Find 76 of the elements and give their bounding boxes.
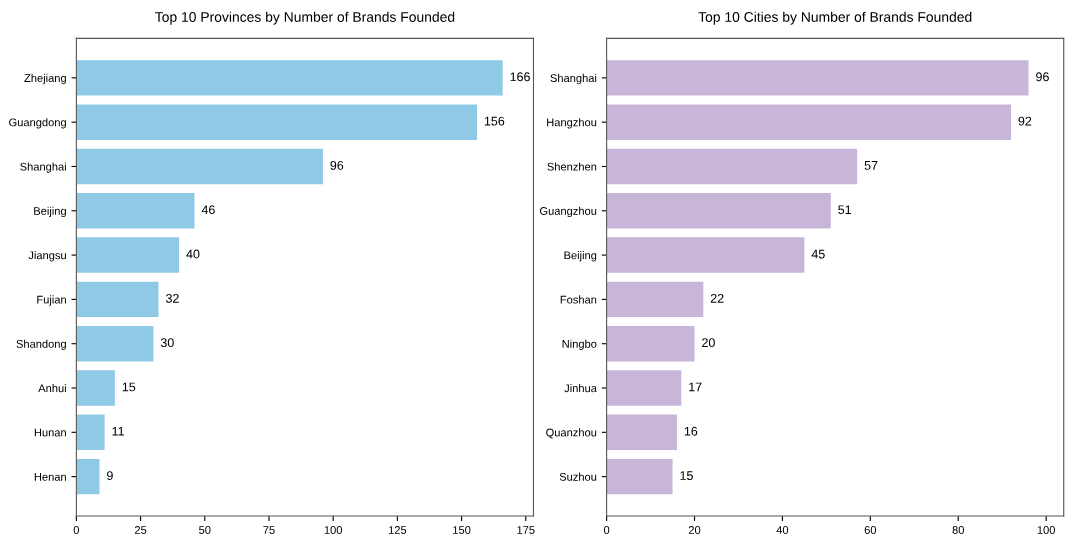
bar <box>606 104 1011 140</box>
y-tick-label: Guangzhou <box>540 206 597 218</box>
data-label: 15 <box>680 471 693 480</box>
y-tick-label: Ningbo <box>562 339 597 351</box>
y-tick-label: Shenzhen <box>547 162 597 171</box>
bar <box>606 370 682 406</box>
y-tick-label: Hangzhou <box>547 118 597 129</box>
bar <box>606 414 677 451</box>
y-tick-label: Quanzhou <box>546 428 597 439</box>
y-tick-label: Jinhua <box>564 383 597 393</box>
bar <box>606 60 1029 96</box>
bar <box>606 148 858 185</box>
x-tick-label: 40 <box>776 526 789 534</box>
bar <box>76 414 105 451</box>
data-label: 32 <box>165 293 179 303</box>
data-label: 17 <box>689 382 702 392</box>
bar <box>76 193 195 229</box>
bar <box>606 193 831 229</box>
data-label: 9 <box>107 471 113 480</box>
data-label: 40 <box>186 249 200 259</box>
y-tick-label: Henan <box>34 473 66 481</box>
x-tick-label: 60 <box>864 526 877 534</box>
y-tick-label: Foshan <box>560 295 597 304</box>
bar <box>606 325 695 362</box>
bar <box>606 281 704 318</box>
chart-title: Top 10 Cities by Number of Brands Founded <box>698 11 972 25</box>
bar <box>76 325 154 362</box>
y-tick-label: Jiangsu <box>28 251 66 262</box>
x-tick-label: 25 <box>134 526 147 534</box>
x-tick-label: 175 <box>517 526 535 534</box>
y-tick-label: Beijing <box>34 206 66 218</box>
data-label: 96 <box>1036 72 1049 82</box>
data-label: 46 <box>201 205 215 215</box>
x-tick-label: 20 <box>688 526 701 534</box>
bar <box>606 237 805 273</box>
bar <box>76 237 180 273</box>
data-label: 96 <box>330 160 344 170</box>
x-tick-label: 150 <box>453 526 471 534</box>
x-tick-label: 0 <box>73 526 80 534</box>
y-tick-label: Shanghai <box>20 162 66 173</box>
data-label: 22 <box>710 293 724 303</box>
x-tick-label: 0 <box>603 526 610 534</box>
data-label: 45 <box>811 249 825 259</box>
bar <box>76 104 477 140</box>
bar <box>76 458 100 495</box>
x-tick-label: 100 <box>1037 526 1055 534</box>
data-label: 51 <box>838 205 852 215</box>
data-label: 156 <box>484 116 505 126</box>
data-label: 11 <box>112 426 124 436</box>
y-tick-label: Shanghai <box>550 73 597 85</box>
y-tick-label: Zhejiang <box>24 73 66 85</box>
data-label: 57 <box>864 161 878 170</box>
data-label: 30 <box>160 338 174 348</box>
y-tick-label: Fujian <box>37 295 66 306</box>
data-label: 166 <box>510 72 530 82</box>
x-tick-label: 50 <box>199 526 211 534</box>
x-tick-label: 100 <box>324 526 343 534</box>
y-tick-label: Beijing <box>564 251 597 262</box>
x-tick-label: 75 <box>263 526 275 534</box>
chart-title: Top 10 Provinces by Number of Brands Founded <box>155 11 455 25</box>
bar <box>76 148 323 185</box>
x-tick-label: 80 <box>952 526 964 534</box>
data-label: 16 <box>684 426 698 436</box>
bar <box>76 281 159 318</box>
bar <box>606 458 673 495</box>
y-tick-label: Hunan <box>34 428 66 437</box>
y-tick-label: Guangdong <box>9 118 66 129</box>
data-label: 15 <box>122 382 136 392</box>
data-label: 20 <box>702 338 715 348</box>
bar <box>76 60 503 96</box>
y-tick-label: Shandong <box>16 339 66 351</box>
x-tick-label: 125 <box>388 526 407 534</box>
y-tick-label: Anhui <box>38 383 66 393</box>
data-label: 92 <box>1018 116 1032 126</box>
y-tick-label: Suzhou <box>559 472 597 481</box>
bar <box>76 370 115 406</box>
